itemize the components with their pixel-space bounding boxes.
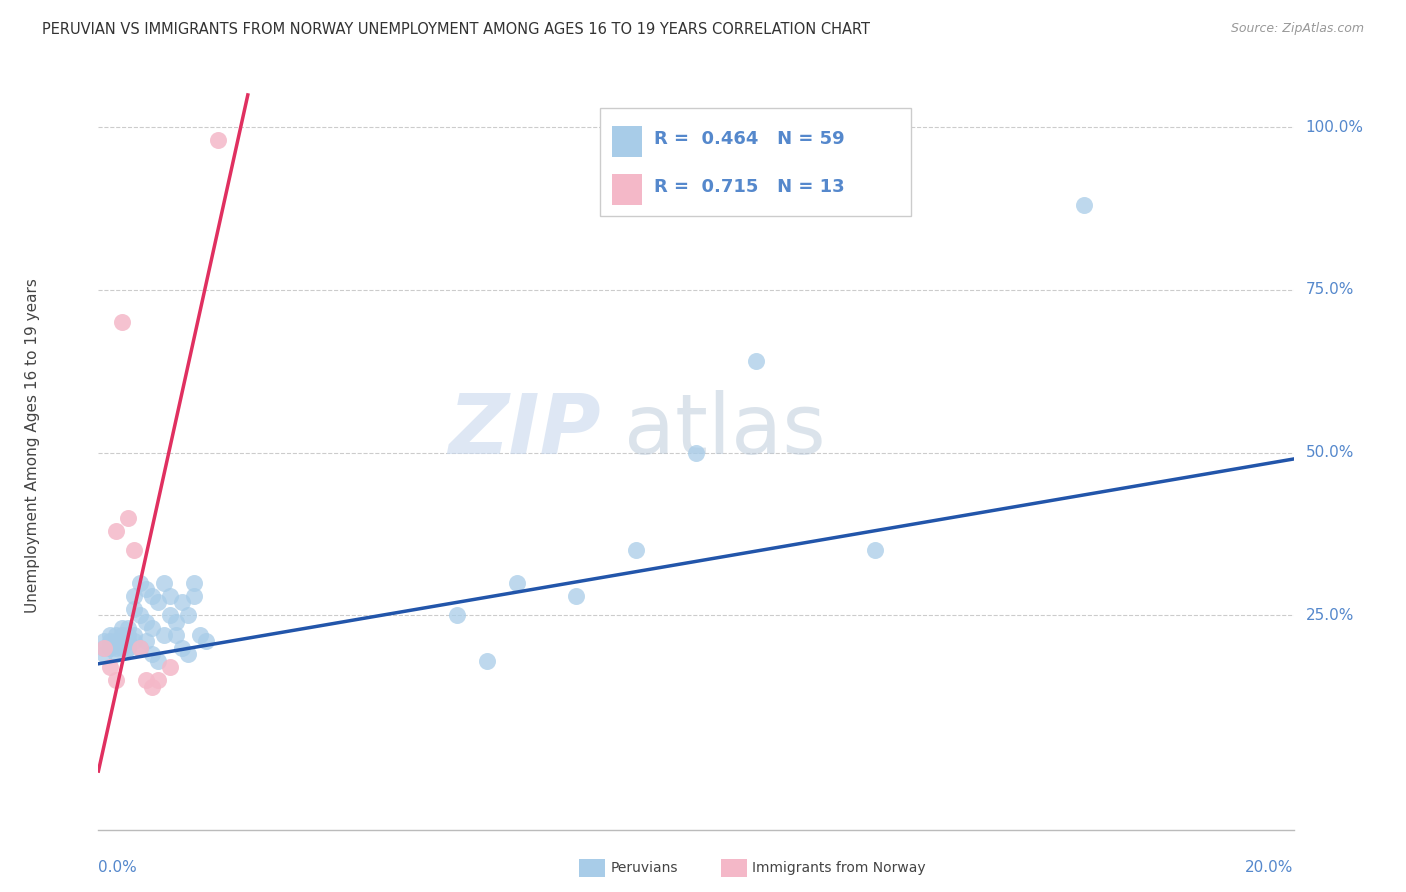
Point bbox=[153, 627, 176, 641]
Point bbox=[98, 640, 122, 655]
Point bbox=[117, 634, 139, 648]
Point bbox=[183, 589, 205, 603]
Point bbox=[135, 615, 157, 629]
Point bbox=[124, 627, 146, 641]
Point bbox=[141, 589, 163, 603]
Point bbox=[207, 133, 229, 147]
Bar bbox=[613, 175, 643, 205]
Point bbox=[172, 640, 194, 655]
Point bbox=[141, 621, 163, 635]
Text: PERUVIAN VS IMMIGRANTS FROM NORWAY UNEMPLOYMENT AMONG AGES 16 TO 19 YEARS CORREL: PERUVIAN VS IMMIGRANTS FROM NORWAY UNEMP… bbox=[42, 22, 870, 37]
Point bbox=[117, 634, 139, 648]
Point bbox=[475, 654, 498, 668]
Point bbox=[129, 607, 152, 622]
Point bbox=[159, 607, 181, 622]
Point bbox=[135, 634, 157, 648]
Point bbox=[188, 627, 211, 641]
Point bbox=[105, 524, 128, 538]
Point bbox=[117, 627, 139, 641]
Point bbox=[565, 589, 588, 603]
Text: Source: ZipAtlas.com: Source: ZipAtlas.com bbox=[1230, 22, 1364, 36]
Bar bbox=[613, 126, 643, 157]
Point bbox=[1073, 198, 1095, 212]
Point bbox=[111, 640, 134, 655]
Text: R =  0.715   N = 13: R = 0.715 N = 13 bbox=[654, 178, 845, 196]
Point bbox=[124, 601, 146, 615]
Point bbox=[159, 660, 181, 674]
Point bbox=[111, 634, 134, 648]
Point bbox=[93, 647, 115, 661]
Point bbox=[117, 621, 139, 635]
Point bbox=[141, 647, 163, 661]
Point bbox=[93, 640, 115, 655]
Point bbox=[98, 627, 122, 641]
Point bbox=[183, 575, 205, 590]
Point bbox=[177, 607, 200, 622]
Text: Unemployment Among Ages 16 to 19 years: Unemployment Among Ages 16 to 19 years bbox=[25, 278, 41, 614]
Point bbox=[105, 627, 128, 641]
Point bbox=[105, 640, 128, 655]
Point bbox=[506, 575, 529, 590]
Point bbox=[105, 634, 128, 648]
Text: 75.0%: 75.0% bbox=[1306, 283, 1354, 297]
Point bbox=[626, 543, 648, 558]
Text: 0.0%: 0.0% bbox=[98, 860, 138, 875]
Point bbox=[117, 640, 139, 655]
Point bbox=[105, 673, 128, 687]
Point bbox=[93, 640, 115, 655]
Text: atlas: atlas bbox=[624, 390, 825, 471]
Point bbox=[124, 543, 146, 558]
Point bbox=[129, 640, 152, 655]
Text: ZIP: ZIP bbox=[447, 390, 600, 471]
Point bbox=[111, 621, 134, 635]
Point bbox=[124, 634, 146, 648]
Point bbox=[111, 316, 134, 330]
Text: 20.0%: 20.0% bbox=[1246, 860, 1294, 875]
Point bbox=[93, 634, 115, 648]
Text: 50.0%: 50.0% bbox=[1306, 445, 1354, 460]
Point bbox=[177, 647, 200, 661]
Point bbox=[117, 640, 139, 655]
Bar bbox=[579, 859, 605, 877]
Point bbox=[865, 543, 887, 558]
Point bbox=[165, 615, 187, 629]
Point bbox=[117, 510, 139, 524]
Text: 25.0%: 25.0% bbox=[1306, 607, 1354, 623]
Point bbox=[172, 595, 194, 609]
Bar bbox=[600, 109, 911, 216]
Bar bbox=[721, 859, 747, 877]
Point bbox=[153, 575, 176, 590]
Point bbox=[124, 589, 146, 603]
Text: Peruvians: Peruvians bbox=[610, 861, 678, 875]
Text: Immigrants from Norway: Immigrants from Norway bbox=[752, 861, 925, 875]
Point bbox=[165, 627, 187, 641]
Point bbox=[111, 627, 134, 641]
Text: 100.0%: 100.0% bbox=[1306, 120, 1364, 135]
Point bbox=[135, 582, 157, 596]
Point bbox=[135, 673, 157, 687]
Point bbox=[98, 640, 122, 655]
Point bbox=[141, 680, 163, 694]
Point bbox=[446, 607, 468, 622]
Point bbox=[685, 445, 707, 459]
Point bbox=[105, 647, 128, 661]
Point bbox=[129, 575, 152, 590]
Point bbox=[159, 589, 181, 603]
Point bbox=[195, 634, 218, 648]
Point bbox=[98, 660, 122, 674]
Text: R =  0.464   N = 59: R = 0.464 N = 59 bbox=[654, 129, 845, 147]
Point bbox=[745, 354, 768, 368]
Point bbox=[148, 654, 170, 668]
Point bbox=[148, 595, 170, 609]
Point bbox=[129, 640, 152, 655]
Point bbox=[148, 673, 170, 687]
Point bbox=[98, 634, 122, 648]
